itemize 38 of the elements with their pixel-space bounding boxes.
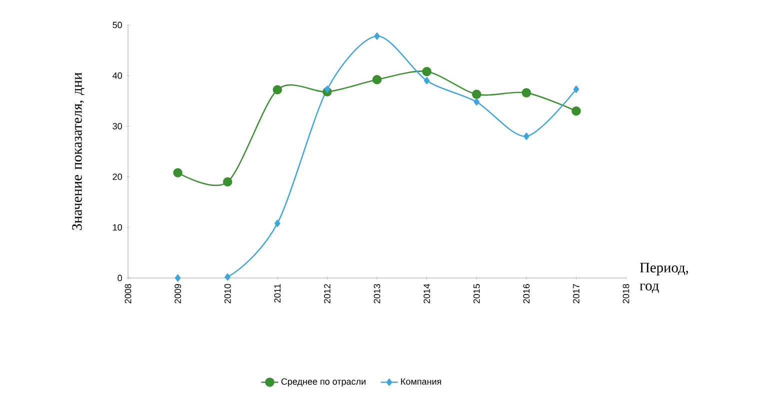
x-tick-label: 2015 [473, 284, 480, 304]
legend-label: Компания [401, 378, 442, 385]
y-tick-label: 10 [113, 224, 122, 231]
point [424, 77, 430, 84]
point [474, 98, 480, 106]
x-tick-label: 2018 [622, 284, 630, 304]
point [572, 106, 581, 116]
point [573, 86, 580, 93]
x-tick-label: 2011 [274, 284, 281, 303]
y-tick-label: 50 [112, 22, 122, 28]
point [324, 86, 330, 93]
y-tick-label: 30 [112, 123, 122, 130]
point [372, 74, 382, 84]
point [472, 90, 482, 99]
point [224, 273, 231, 281]
x-tick-label: 2010 [224, 284, 231, 304]
x-tick-label: 2009 [174, 284, 181, 304]
x-tick-label: 2017 [573, 284, 580, 304]
point [174, 274, 181, 282]
point [524, 132, 530, 140]
y-tick-label: 40 [112, 72, 122, 79]
point [222, 177, 232, 186]
point [374, 32, 380, 40]
x-tick-label: 2013 [374, 284, 380, 304]
y-tick-label: 0 [118, 274, 122, 282]
point [274, 220, 280, 227]
x-tick-label: 2012 [324, 284, 330, 304]
y-axis-title: Значение показателя, дни [72, 72, 84, 230]
x-axis-title: Период, год [640, 262, 688, 294]
point [272, 85, 282, 94]
x-tick-label: 2016 [523, 284, 530, 304]
point [173, 168, 182, 178]
legend-label: Среднее по отрасли [281, 378, 366, 386]
x-tick-label: 2008 [124, 284, 132, 304]
point [422, 66, 432, 76]
point [522, 88, 532, 98]
y-tick-label: 20 [112, 174, 122, 180]
x-tick-label: 2014 [424, 284, 430, 304]
